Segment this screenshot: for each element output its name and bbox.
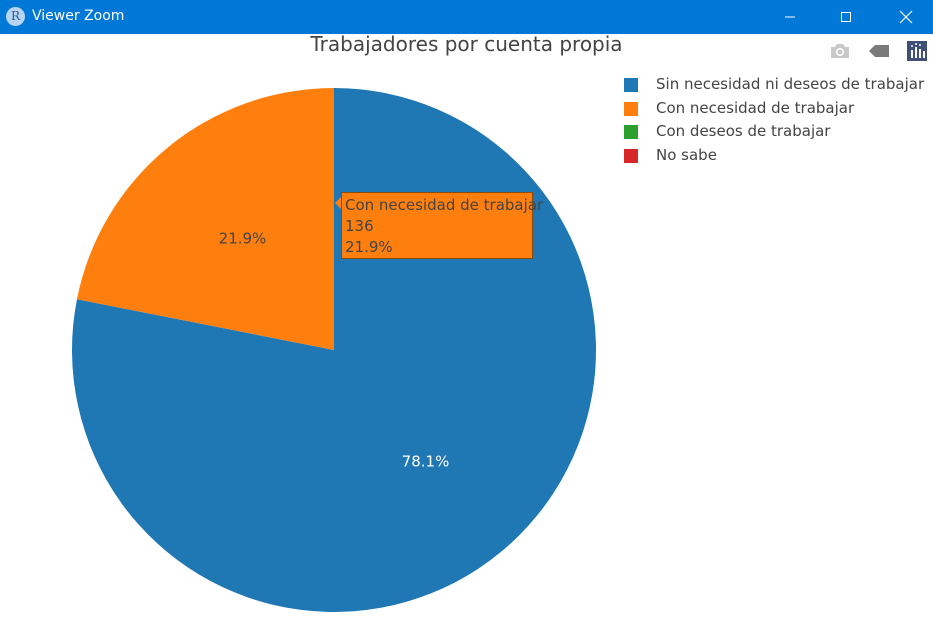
legend-label: Sin necesidad ni deseos de trabajar <box>656 75 925 93</box>
camera-icon <box>831 44 849 58</box>
legend-label: Con necesidad de trabajar <box>656 98 855 117</box>
legend-label: Con deseos de trabajar <box>656 122 831 140</box>
window-title: Viewer Zoom <box>32 8 125 24</box>
slice-percent-label: 78.1% <box>402 452 450 470</box>
legend-swatch <box>624 101 638 116</box>
tooltip-percent: 21.9% <box>345 238 393 256</box>
r-app-icon: R <box>6 7 25 26</box>
close-icon <box>899 10 913 24</box>
chart-title: Trabajadores por cuenta propia <box>310 32 623 56</box>
window-titlebar: R Viewer Zoom <box>0 0 933 34</box>
maximize-icon <box>841 12 851 22</box>
plotly-logo-button[interactable] <box>906 40 930 62</box>
tooltip-pointer <box>335 197 341 209</box>
pie-slice[interactable] <box>76 88 334 350</box>
plotly-logo-icon <box>907 41 927 61</box>
tooltip-label: Con necesidad de trabajar <box>345 196 544 214</box>
hover-tooltip: Con necesidad de trabajar 136 21.9% <box>341 192 544 259</box>
slice-percent-label: 21.9% <box>219 230 267 248</box>
legend-swatch <box>624 148 638 163</box>
tooltip-value: 136 <box>345 217 374 235</box>
minimize-icon <box>785 16 795 18</box>
legend-swatch <box>624 125 638 139</box>
minimize-button[interactable] <box>767 0 813 34</box>
toggle-hover-button[interactable] <box>867 40 891 62</box>
close-button[interactable] <box>883 0 929 34</box>
legend-label: No sabe <box>656 145 717 164</box>
download-png-button[interactable] <box>828 40 852 62</box>
legend-swatch <box>624 78 638 92</box>
maximize-button[interactable] <box>823 0 869 34</box>
tag-icon <box>869 45 889 57</box>
